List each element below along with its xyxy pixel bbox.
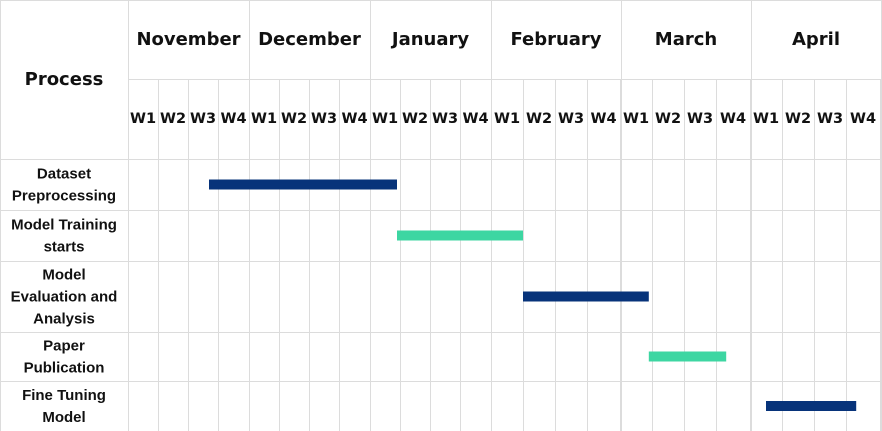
week-label: W4 [341, 111, 367, 127]
task-labels: Dataset Preprocessing Model Training starts… [11, 166, 118, 427]
week-label: W1 [494, 111, 520, 127]
process-column-header: Process [25, 69, 104, 90]
month-label: March [655, 29, 717, 50]
task-label: starts [44, 239, 85, 256]
week-label: W3 [817, 111, 843, 127]
task-bar [209, 179, 397, 190]
month-headers: November December January February March Apri… [136, 29, 840, 50]
week-label: W1 [753, 111, 779, 127]
task-bar [397, 230, 523, 241]
task-label: Dataset [37, 166, 91, 183]
task-label: Model Training [11, 217, 117, 234]
month-label: January [390, 29, 469, 50]
week-label: W3 [432, 111, 458, 127]
task-label: Model [42, 267, 85, 284]
week-label: W3 [311, 111, 337, 127]
week-label: W1 [623, 111, 649, 127]
task-label: Preprocessing [12, 188, 116, 205]
week-label: W2 [655, 111, 681, 127]
task-label: Fine Tuning [22, 387, 106, 404]
week-label: W4 [850, 111, 876, 127]
month-label: February [510, 29, 601, 50]
week-label: W1 [372, 111, 398, 127]
week-label: W2 [526, 111, 552, 127]
week-label: W2 [160, 111, 186, 127]
week-label: W2 [281, 111, 307, 127]
task-label: Publication [24, 360, 105, 377]
month-label: December [258, 29, 361, 50]
task-bar [523, 291, 649, 302]
week-label: W1 [251, 111, 277, 127]
week-label: W2 [785, 111, 811, 127]
week-headers: W1 W2 W3 W4 W1 W2 W3 W4 W1 W2 W3 W4 W1 W2 W3 W4 W1 W2 W3 W4… [130, 111, 876, 127]
month-label: November [136, 29, 240, 50]
week-label: W4 [720, 111, 746, 127]
week-label: W4 [220, 111, 246, 127]
task-label: Paper [43, 338, 85, 355]
week-label: W3 [558, 111, 584, 127]
week-label: W4 [590, 111, 616, 127]
week-label: W3 [190, 111, 216, 127]
task-label: Analysis [33, 311, 95, 328]
task-label: Evaluation and [11, 289, 118, 306]
task-bar [648, 351, 727, 362]
task-label: Model [42, 409, 85, 426]
week-label: W2 [402, 111, 428, 127]
task-bar [766, 401, 857, 411]
month-label: April [792, 29, 840, 50]
task-bars [209, 179, 857, 411]
week-label: W3 [687, 111, 713, 127]
week-label: W4 [462, 111, 488, 127]
week-label: W1 [130, 111, 156, 127]
